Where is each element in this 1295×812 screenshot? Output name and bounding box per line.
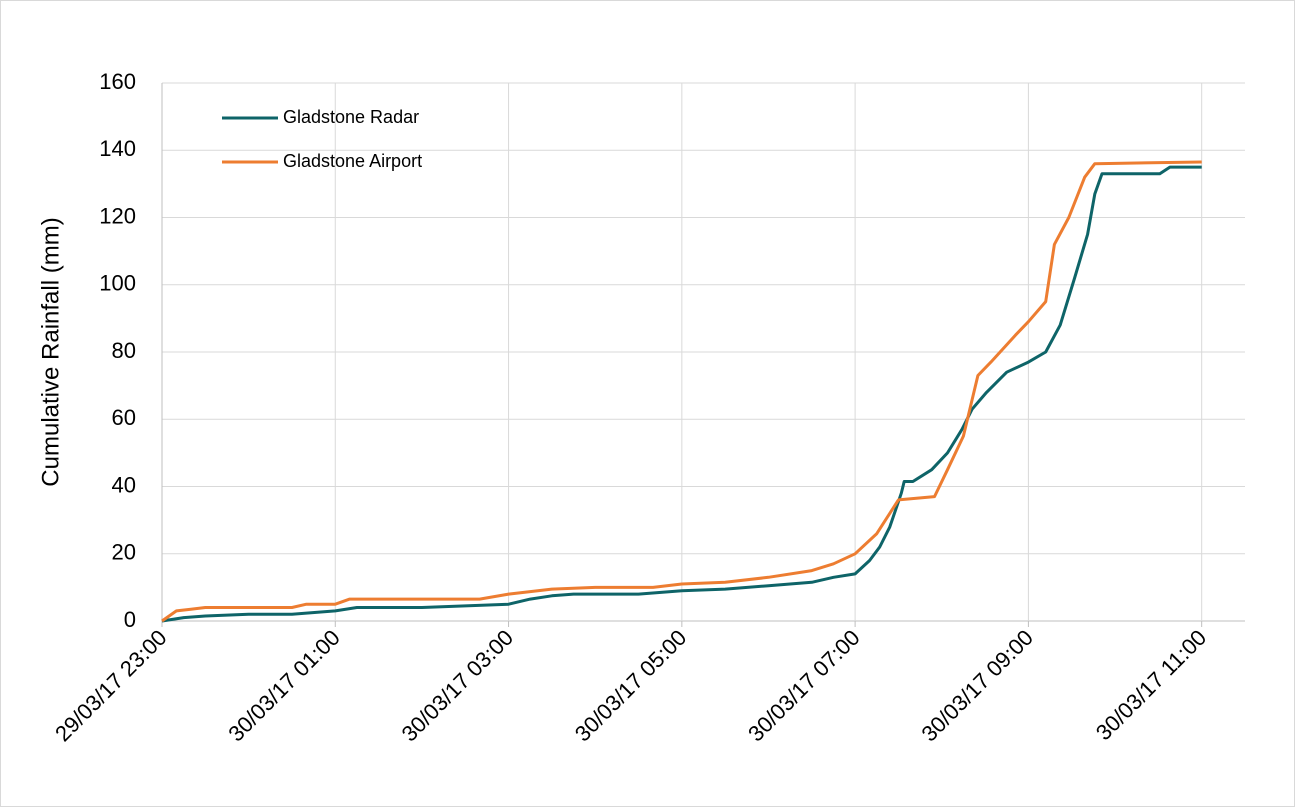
y-tick-label: 60 [112,405,136,430]
series-line [161,165,1202,623]
y-tick-label: 140 [99,136,136,161]
legend-label: Gladstone Airport [283,151,422,171]
y-tick-label: 100 [99,271,136,296]
y-tick-label: 80 [112,338,136,363]
y-axis-label: Cumulative Rainfall (mm) [37,217,64,486]
legend-label: Gladstone Radar [283,107,419,127]
y-tick-label: 0 [124,607,136,632]
series-line [161,160,1202,623]
y-tick-label: 40 [112,472,136,497]
y-tick-label: 160 [99,69,136,94]
y-tick-label: 20 [112,540,136,565]
y-tick-label: 120 [99,203,136,228]
